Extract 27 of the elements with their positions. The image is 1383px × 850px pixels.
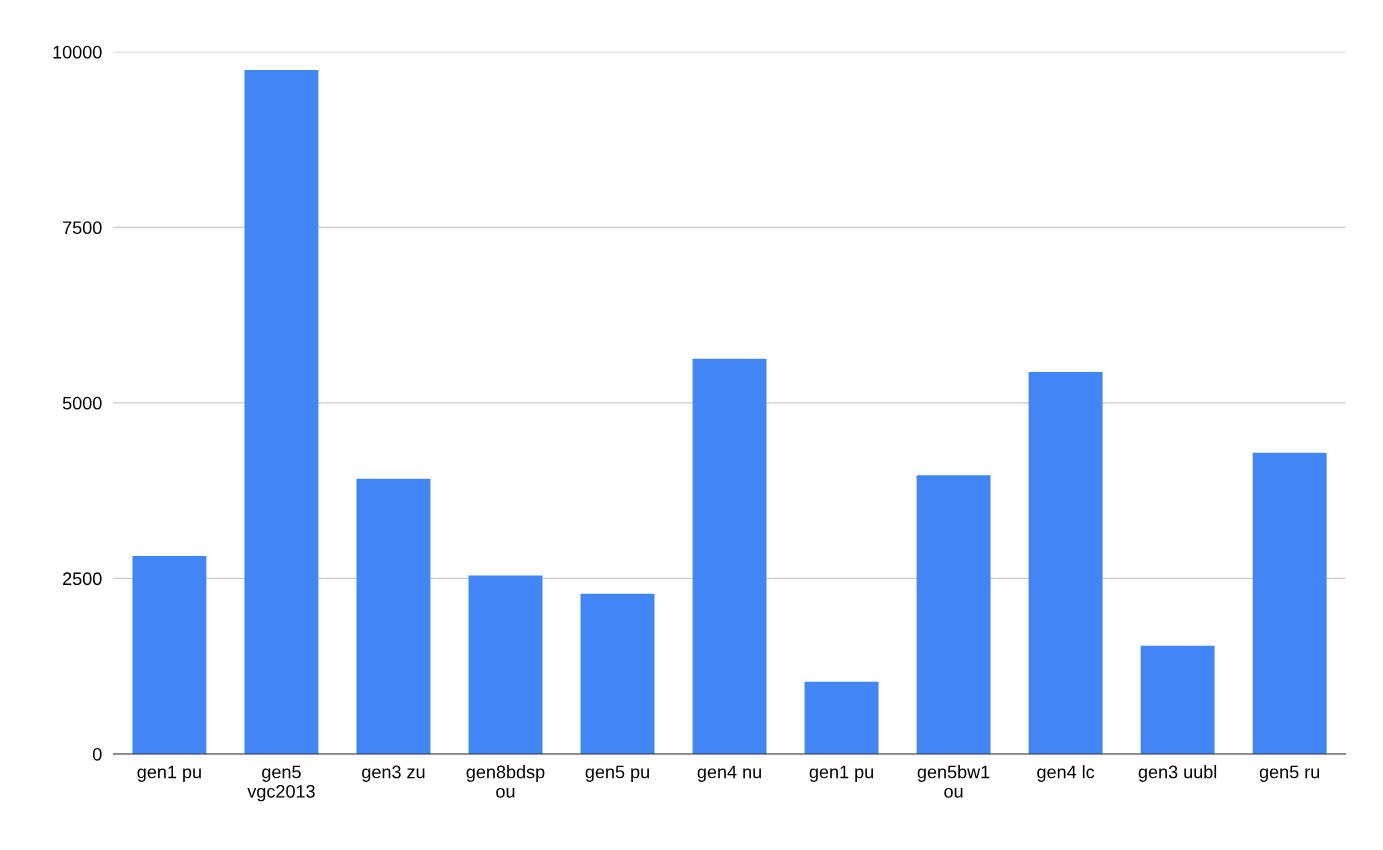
bar [244,70,319,754]
x-tick-label: gen3 zu [362,765,425,782]
y-tick-label: 7500 [63,221,102,235]
x-tick-label: gen5 ru [1259,765,1320,782]
y-tick-label: 2500 [63,572,102,586]
x-tick-label: gen5bw1 ou [917,765,990,798]
bar [468,575,543,754]
x-tick-label: gen8bdsp ou [466,765,545,798]
x-tick-label: gen5 vgc2013 [247,765,315,802]
bar [1140,645,1215,754]
bar [692,358,767,754]
bar [580,593,655,754]
bar [1028,372,1103,754]
y-tick-label: 10000 [53,45,102,59]
x-tick-label: gen1 pu [137,765,201,782]
bar [916,475,991,754]
bar [804,681,879,754]
x-tick-label: gen4 lc [1037,765,1095,782]
bar [356,478,431,754]
bar [132,555,207,754]
x-tick-label: gen1 pu [809,765,873,782]
x-tick-label: gen5 pu [585,765,649,782]
x-tick-label: gen4 nu [697,765,761,782]
x-tick-label: gen3 uubl [1138,765,1217,782]
y-tick-label: 0 [92,747,102,761]
y-tick-label: 5000 [62,396,102,410]
bar [1252,452,1327,754]
